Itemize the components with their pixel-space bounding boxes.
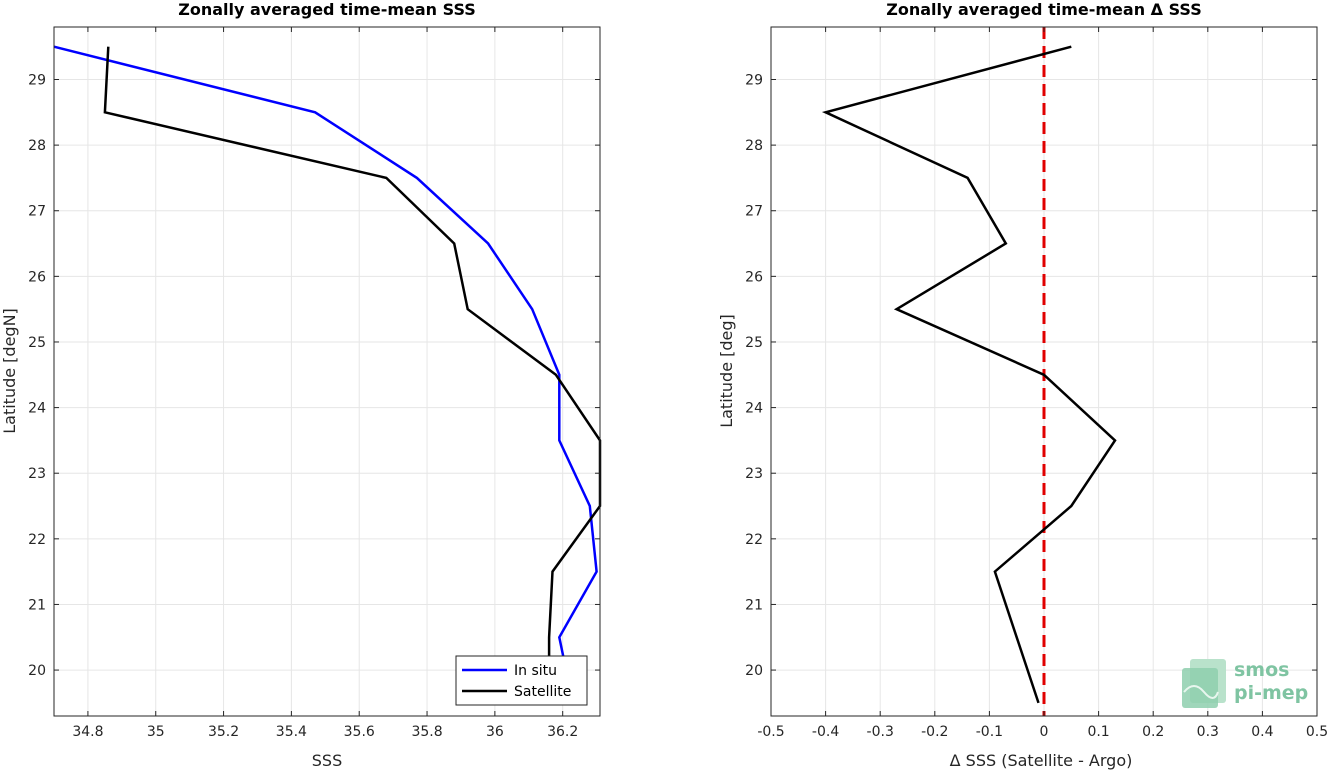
ticks: 34.8 35 35.2 35.4 35.6 35.8 36 36.2 20 21 22 23 24 25… [28, 27, 600, 740]
left-panel: 34.8 35 35.2 35.4 35.6 35.8 36 36.2 20 21 22 23 24 25… [0, 0, 602, 770]
x-tick-label: -0.1 [976, 724, 1003, 740]
y-tick-label: 26 [28, 269, 46, 285]
logo-text-pi-mep: pi-mep [1234, 682, 1308, 704]
legend: In situ Satellite [455, 655, 588, 706]
series-line-satellite [103, 46, 602, 671]
legend-label-in-situ: In situ [514, 663, 557, 679]
y-tick-label: 22 [28, 532, 46, 548]
x-tick-label: 35.8 [411, 724, 442, 740]
chart-title: Zonally averaged time-mean SSS [178, 0, 476, 19]
y-tick-label: 25 [745, 335, 763, 351]
x-tick-label: -0.5 [757, 724, 784, 740]
x-tick-label: -0.4 [812, 724, 839, 740]
logo-wave [1183, 685, 1219, 699]
legend-label-satellite: Satellite [514, 684, 571, 700]
y-tick-label: 21 [28, 597, 46, 613]
x-tick-label: 0.4 [1251, 724, 1273, 740]
y-tick-label: 25 [28, 335, 46, 351]
y-tick-label: 26 [745, 269, 763, 285]
series-line-0 [821, 45, 1117, 704]
y-axis-label: Latitude [deg] [717, 314, 736, 428]
x-axis-label: SSS [312, 751, 342, 770]
right-panel: -0.5 -0.4 -0.3 -0.2 -0.1 0 0.1 0.2 0.3 0.4 0.5 20 21… [717, 0, 1328, 770]
x-tick-label: 35 [147, 724, 165, 740]
y-tick-label: 24 [745, 401, 763, 417]
x-tick-label: 35.2 [208, 724, 239, 740]
series-layer [53, 45, 602, 671]
y-tick-label: 20 [745, 663, 763, 679]
smos-pi-mep-logo: smos pi-mep [1182, 659, 1308, 708]
grid [54, 27, 600, 716]
x-tick-label: 0.5 [1306, 724, 1328, 740]
ticks: -0.5 -0.4 -0.3 -0.2 -0.1 0 0.1 0.2 0.3 0.4 0.5 20 21… [745, 27, 1328, 740]
x-tick-label: 0.3 [1197, 724, 1219, 740]
y-tick-label: 20 [28, 663, 46, 679]
y-tick-label: 29 [28, 72, 46, 88]
y-axis-label: Latitude [degN] [0, 308, 19, 434]
series-layer [821, 27, 1117, 716]
x-tick-label: 0.2 [1142, 724, 1164, 740]
x-tick-label: 36 [486, 724, 504, 740]
y-tick-label: 28 [745, 138, 763, 154]
y-tick-label: 28 [28, 138, 46, 154]
legend-box [455, 655, 588, 706]
y-tick-label: 29 [745, 72, 763, 88]
y-tick-label: 21 [745, 597, 763, 613]
x-tick-label: 35.4 [276, 724, 307, 740]
x-tick-label: 35.6 [344, 724, 375, 740]
x-tick-label: 0 [1040, 724, 1049, 740]
x-tick-label: 0.1 [1087, 724, 1109, 740]
y-tick-label: 24 [28, 401, 46, 417]
x-tick-label: 34.8 [72, 724, 103, 740]
y-tick-label: 27 [745, 204, 763, 220]
logo-text-smos: smos [1234, 659, 1289, 681]
chart-title: Zonally averaged time-mean Δ SSS [886, 0, 1202, 19]
y-tick-label: 23 [28, 466, 46, 482]
y-tick-label: 23 [745, 466, 763, 482]
series-line-in-situ [53, 45, 598, 671]
x-tick-label: -0.2 [921, 724, 948, 740]
axes-box [53, 26, 601, 717]
x-axis-label: Δ SSS (Satellite - Argo) [950, 751, 1133, 770]
plot-area [54, 27, 600, 716]
x-tick-label: 36.2 [547, 724, 578, 740]
y-tick-label: 27 [28, 204, 46, 220]
x-tick-label: -0.3 [867, 724, 894, 740]
y-tick-label: 22 [745, 532, 763, 548]
